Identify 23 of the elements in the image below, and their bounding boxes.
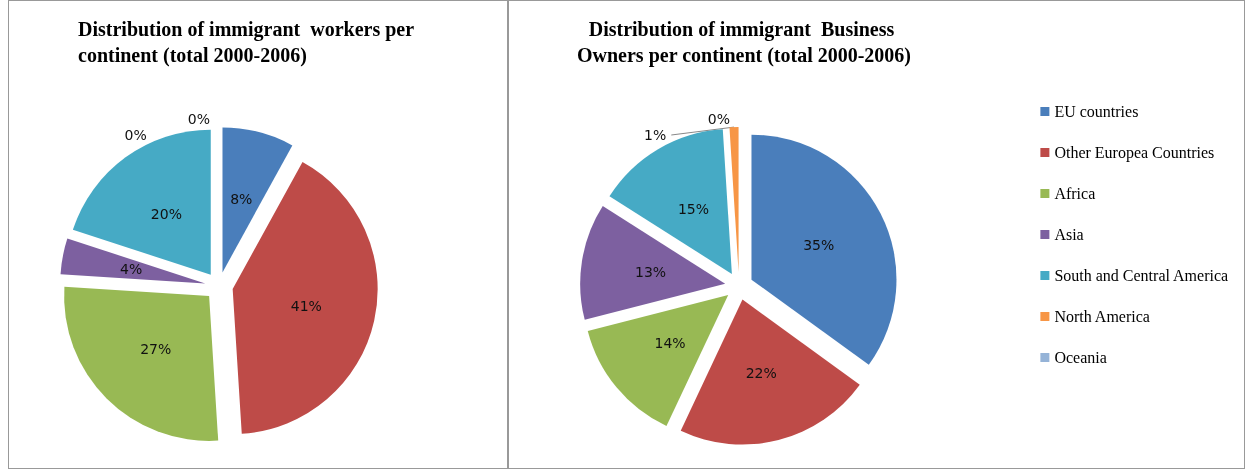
legend-label: Africa [1054,185,1096,202]
legend-label: South and Central America [1054,267,1229,284]
chart-title: Distribution of immigrant Business Owners per continent (total 2000-2006) [576,18,912,67]
legend-label: North America [1054,308,1150,325]
data-label: 1% [644,127,667,144]
data-label: 41% [290,297,322,314]
text: 0% [707,111,730,127]
data-label: 20% [150,205,182,222]
data-label: 22% [745,364,777,381]
legend-label: Asia [1054,226,1084,243]
data-label: 27% [140,341,172,358]
legend-label: EU countries [1054,103,1139,120]
data-label: 13% [635,264,667,280]
data-label: 14% [654,335,686,352]
legend-label: Other Europea Countries [1054,144,1215,162]
legend-label: Oceania [1054,349,1107,366]
data-label: 35% [803,237,835,254]
text: 0% [124,127,147,143]
text: 0% [187,111,210,127]
data-label: 4% [119,261,143,278]
data-label: 15% [677,200,709,217]
data-label: 8% [230,191,253,208]
chart-title: Distribution of immigrant workers per continent (total 2000-2006) [78,18,419,67]
